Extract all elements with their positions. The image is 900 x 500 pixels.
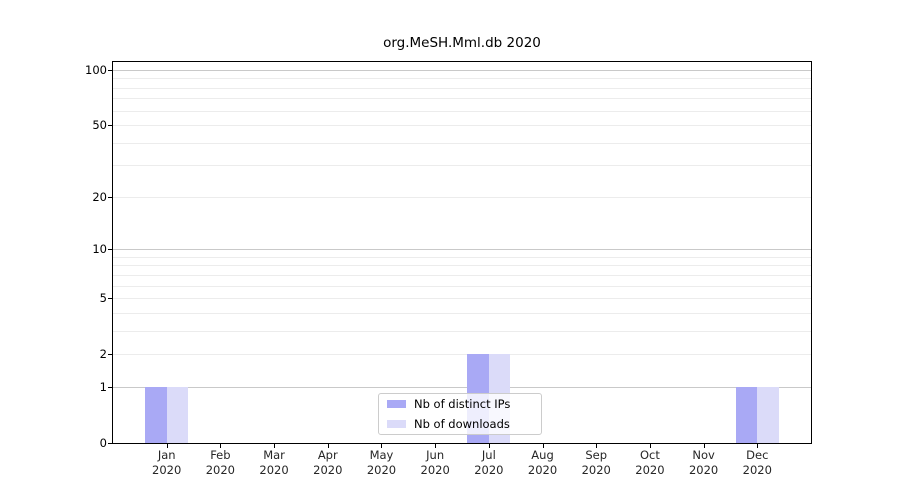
x-tick-label: Mar 2020 xyxy=(259,448,289,477)
legend-item-downloads: Nb of downloads xyxy=(379,416,541,433)
legend-swatch-distinct-ips xyxy=(387,400,406,409)
legend-item-distinct-ips: Nb of distinct IPs xyxy=(379,396,541,413)
y-tick-label: 5 xyxy=(99,291,107,306)
y-tick-label: 50 xyxy=(92,118,107,133)
y-tick xyxy=(108,386,113,388)
bar-downloads xyxy=(166,386,189,443)
y-tick-label: 20 xyxy=(92,189,107,204)
x-tick-label: Jun 2020 xyxy=(420,448,450,477)
gridline-major xyxy=(113,70,811,71)
gridline-minor xyxy=(113,265,811,267)
x-tick xyxy=(327,444,329,448)
y-tick-label: 1 xyxy=(99,379,107,394)
y-tick-label: 10 xyxy=(92,242,107,257)
x-tick xyxy=(542,444,544,448)
x-tick xyxy=(381,444,383,448)
x-tick-label: Sep 2020 xyxy=(581,448,611,477)
legend-label-downloads: Nb of downloads xyxy=(414,416,510,431)
gridline-minor xyxy=(113,330,811,332)
x-tick-label: Apr 2020 xyxy=(313,448,343,477)
plot-area: Nb of distinct IPs Nb of downloads xyxy=(112,61,812,444)
gridline-minor xyxy=(113,285,811,287)
bar-distinct-ips xyxy=(145,386,167,443)
legend-swatch-downloads xyxy=(387,419,406,428)
x-tick xyxy=(488,444,490,448)
y-tick xyxy=(108,70,113,71)
y-tick xyxy=(108,443,113,444)
gridline-minor xyxy=(113,98,811,100)
bar-distinct-ips xyxy=(735,386,758,443)
gridline-minor xyxy=(113,274,811,276)
y-tick-label: 0 xyxy=(99,436,107,450)
x-tick xyxy=(596,444,598,448)
x-tick xyxy=(757,444,759,448)
y-tick-label: 2 xyxy=(99,347,107,362)
legend: Nb of distinct IPs Nb of downloads xyxy=(378,393,542,435)
x-tick-label: Jan 2020 xyxy=(152,448,182,477)
x-tick-label: Dec 2020 xyxy=(742,448,772,477)
y-tick xyxy=(108,354,113,356)
x-tick xyxy=(649,444,651,448)
x-tick-label: Aug 2020 xyxy=(527,448,558,477)
gridline-minor xyxy=(113,165,811,167)
gridline-minor xyxy=(113,298,811,300)
gridline-minor xyxy=(113,110,811,112)
gridline-minor xyxy=(113,196,811,198)
bar-downloads xyxy=(757,386,779,443)
x-tick-label: Oct 2020 xyxy=(635,448,665,477)
y-tick xyxy=(108,298,113,300)
gridline-minor xyxy=(113,256,811,258)
x-tick xyxy=(274,444,276,448)
x-tick-label: Jul 2020 xyxy=(474,448,504,477)
gridline-minor xyxy=(113,125,811,127)
gridline-minor xyxy=(113,354,811,356)
y-tick-label: 100 xyxy=(85,63,107,77)
gridline-minor xyxy=(113,78,811,80)
x-tick-label: Nov 2020 xyxy=(688,448,719,477)
x-tick xyxy=(220,444,222,448)
legend-label-distinct-ips: Nb of distinct IPs xyxy=(414,397,511,412)
y-tick xyxy=(108,125,113,127)
chart-title: org.MeSH.Mml.db 2020 xyxy=(383,35,541,51)
gridline-major xyxy=(113,386,811,388)
x-tick xyxy=(435,444,437,448)
x-tick-label: Feb 2020 xyxy=(205,448,236,477)
x-tick xyxy=(703,444,705,448)
gridline-major xyxy=(113,249,811,251)
y-tick xyxy=(108,196,113,198)
gridline-minor xyxy=(113,87,811,89)
gridline-minor xyxy=(113,142,811,144)
gridline-minor xyxy=(113,312,811,314)
y-tick xyxy=(108,249,113,251)
x-tick-label: May 2020 xyxy=(366,448,397,477)
x-tick xyxy=(166,444,168,448)
